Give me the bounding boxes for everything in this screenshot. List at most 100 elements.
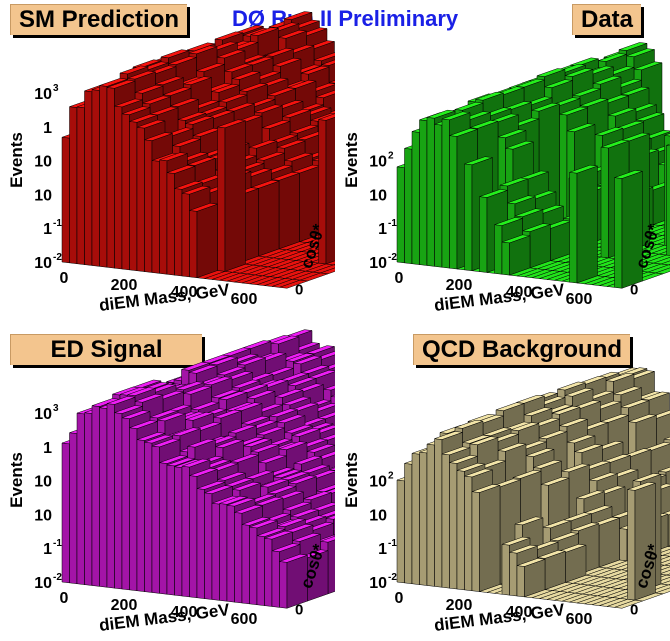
bar-front-face — [99, 407, 108, 588]
bar-top-face — [607, 107, 637, 117]
bar-top-face — [250, 443, 280, 453]
bar-top-face — [589, 472, 618, 482]
panel-label-data: Data — [572, 4, 642, 35]
y-tick-label: 10 — [369, 474, 387, 491]
bar-front-face — [241, 524, 250, 605]
bar-top-face — [475, 91, 504, 101]
bar-top-face — [134, 84, 164, 94]
y-tick-label: 10 — [369, 154, 387, 171]
bar-top-face — [256, 426, 285, 436]
x-tick-label: 200 — [446, 277, 473, 294]
bar-top-face — [160, 49, 190, 59]
bar-front-face — [479, 196, 488, 273]
bar-top-face — [454, 101, 484, 111]
floor-cell — [279, 279, 308, 289]
bar-top-face — [633, 61, 663, 71]
bar-front-face — [166, 464, 175, 596]
bar-top-face — [561, 463, 590, 473]
bar-top-face — [537, 550, 566, 559]
y-tick-label: 10 — [369, 575, 387, 592]
bar-top-face — [258, 454, 287, 464]
bars-group — [61, 11, 335, 289]
bar-top-face — [542, 519, 572, 529]
bar-top-face — [501, 234, 531, 244]
bar-top-face — [129, 113, 158, 123]
bar-front-face — [211, 502, 220, 601]
bar-front-face — [256, 535, 265, 606]
bar-side-face — [529, 224, 551, 269]
bar-top-face — [632, 473, 662, 482]
bar-top-face — [249, 519, 278, 529]
bar-top-face — [434, 431, 463, 440]
bar-top-face — [228, 424, 257, 434]
bar-top-face — [441, 446, 471, 456]
bar-side-face — [196, 203, 218, 279]
bar-top-face — [243, 438, 272, 447]
bar-top-face — [523, 407, 553, 416]
bar-top-face — [288, 475, 317, 485]
bar-top-face — [278, 29, 307, 39]
y-tick-label: 10 — [34, 187, 52, 204]
bar-front-face — [69, 432, 78, 585]
bar-front-face — [404, 148, 413, 265]
bar-front-face — [121, 113, 130, 271]
bar-top-face — [185, 116, 214, 125]
bar-front-face — [91, 405, 100, 587]
y-tick-label: 10 — [369, 187, 387, 204]
bar-front-face — [159, 462, 168, 595]
bar-front-face — [456, 470, 465, 591]
bar-top-face — [174, 181, 203, 190]
y-tick-label: 10 — [34, 154, 52, 171]
bar-front-face — [144, 139, 153, 273]
bar-front-face — [434, 123, 443, 268]
bar-top-face — [510, 422, 540, 431]
bars-group — [396, 367, 670, 609]
bar-front-face — [69, 106, 78, 265]
y-tick-label: 10 — [34, 406, 52, 423]
bar-top-face — [303, 491, 332, 500]
bar-top-face — [579, 98, 609, 107]
bar-top-face — [121, 410, 151, 419]
bar-top-face — [287, 80, 317, 89]
bar-top-face — [315, 89, 335, 98]
bar-top-face — [189, 468, 218, 477]
bar-front-face — [129, 121, 138, 272]
bar-top-face — [538, 430, 568, 440]
bar-side-face — [598, 517, 620, 568]
bar-top-face — [188, 364, 218, 374]
bar-top-face — [291, 428, 321, 437]
bar-top-face — [261, 120, 291, 129]
bar-top-face — [501, 536, 531, 546]
bar-front-face — [114, 412, 123, 590]
bar-top-face — [155, 76, 184, 86]
bar-top-face — [166, 457, 196, 467]
bar-front-face — [174, 188, 183, 277]
z-tick-label: 0 — [295, 281, 303, 298]
bar-top-face — [282, 501, 312, 511]
bar-top-face — [551, 405, 581, 415]
z-tick-label: 0 — [630, 601, 638, 618]
bar-top-face — [292, 533, 321, 542]
bar-top-face — [254, 496, 284, 506]
bar-top-face — [282, 396, 311, 406]
bar-top-face — [328, 80, 335, 84]
bar-front-face — [181, 465, 190, 598]
bar-top-face — [273, 469, 302, 479]
bar-top-face — [284, 152, 313, 162]
bar-top-face — [183, 76, 212, 85]
bar-top-face — [495, 402, 525, 411]
bar-front-face — [279, 561, 288, 609]
bar-top-face — [271, 172, 300, 181]
bar-top-face — [170, 98, 199, 107]
y-axis-label: Events — [7, 132, 26, 188]
bar-top-face — [464, 468, 493, 478]
bar-front-face — [219, 503, 228, 602]
bar-front-face — [471, 491, 480, 592]
bar-front-face — [271, 550, 280, 608]
bar-front-face — [226, 504, 235, 603]
y-tick-label: 10 — [34, 255, 52, 272]
y-tick-exponent: 2 — [388, 151, 394, 162]
x-tick-label: 200 — [111, 597, 138, 614]
bar-top-face — [269, 408, 298, 418]
bar-top-face — [479, 189, 508, 198]
